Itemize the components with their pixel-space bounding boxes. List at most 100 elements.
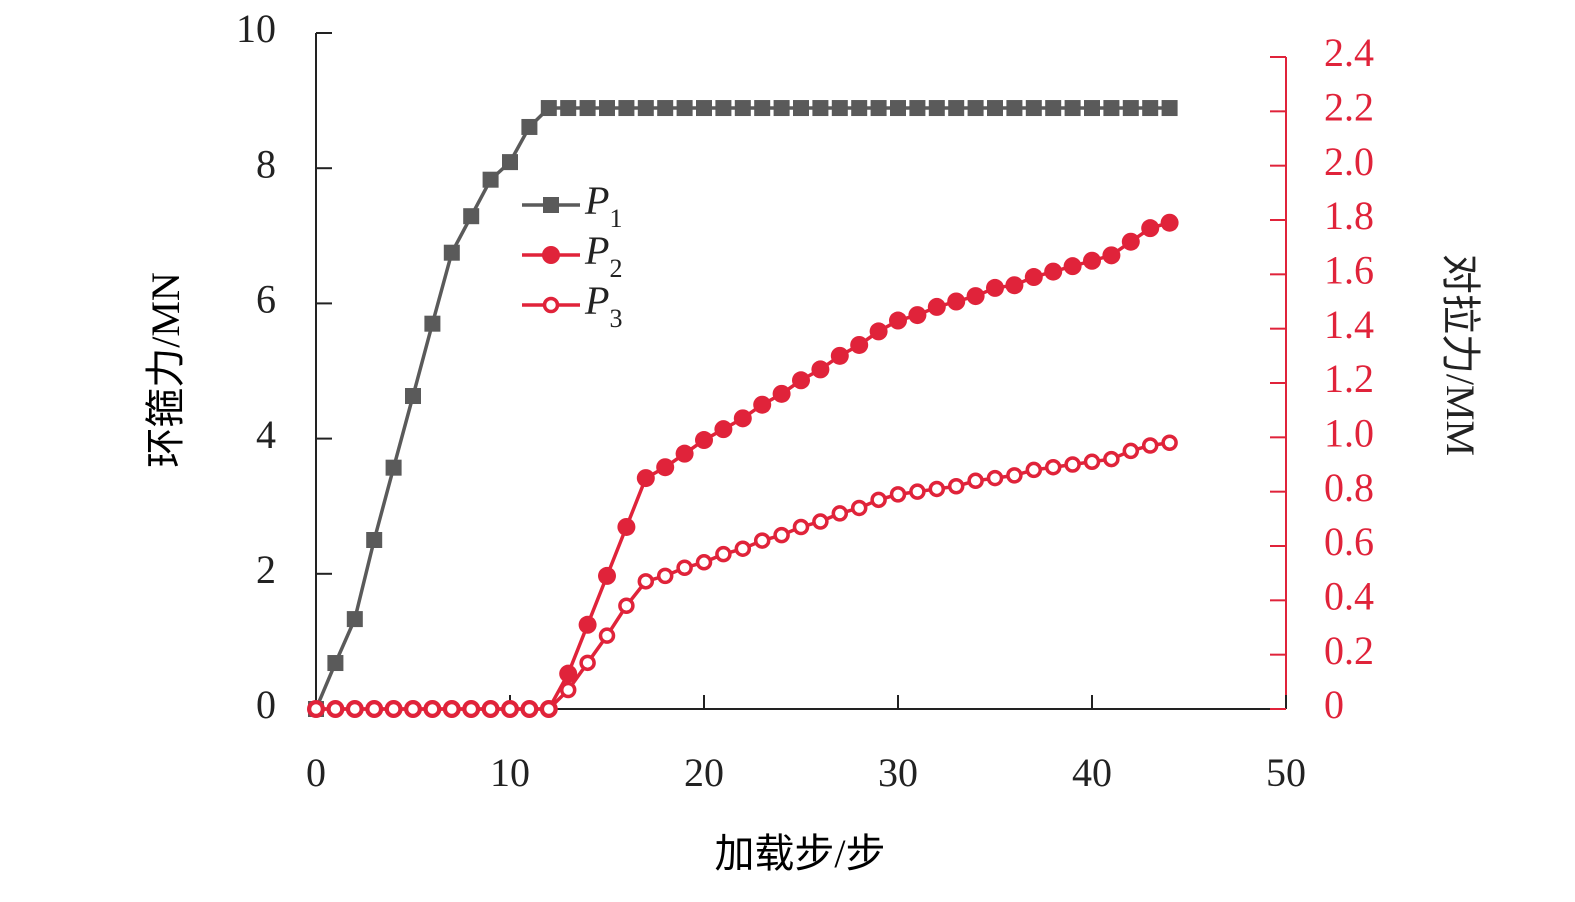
- marker: [792, 518, 810, 536]
- marker: [540, 700, 558, 718]
- legend-marker: [543, 197, 559, 213]
- marker: [890, 100, 906, 117]
- legend-label: P1: [584, 178, 622, 233]
- y2-tick-label: 0: [1324, 682, 1344, 727]
- marker: [482, 700, 499, 718]
- marker: [734, 540, 752, 557]
- marker: [656, 567, 674, 585]
- marker: [540, 100, 557, 117]
- marker: [405, 388, 421, 405]
- y2-tick-label: 0.4: [1324, 574, 1374, 619]
- legend-marker: [542, 296, 560, 314]
- y2-tick-label: 1.4: [1324, 302, 1374, 347]
- marker: [443, 700, 461, 718]
- legend-marker: [542, 246, 560, 264]
- y-tick-label: 0: [256, 682, 276, 727]
- marker: [327, 700, 344, 718]
- marker: [870, 491, 887, 509]
- marker: [966, 287, 985, 306]
- series-line: [316, 221, 1171, 711]
- marker: [502, 154, 518, 171]
- marker: [696, 100, 712, 117]
- marker: [812, 100, 829, 117]
- marker: [1006, 100, 1023, 117]
- marker: [948, 100, 965, 117]
- marker: [908, 306, 927, 325]
- marker: [1083, 251, 1101, 270]
- marker: [754, 100, 771, 117]
- marker: [733, 409, 752, 428]
- marker: [793, 100, 809, 117]
- y-tick-label: 4: [256, 412, 276, 457]
- marker: [579, 654, 596, 672]
- marker: [482, 171, 499, 188]
- marker: [928, 480, 946, 498]
- marker: [599, 100, 615, 117]
- marker: [734, 100, 751, 117]
- y-tick-label: 8: [256, 141, 276, 186]
- marker: [1160, 213, 1179, 232]
- marker: [947, 477, 965, 495]
- marker: [1141, 219, 1160, 238]
- marker: [909, 483, 926, 500]
- series-line: [314, 106, 1170, 710]
- marker: [598, 566, 616, 585]
- marker: [443, 244, 460, 261]
- marker: [1103, 450, 1120, 468]
- y-axis-label: 环箍力/MN: [143, 272, 188, 468]
- y-tick-label: 10: [236, 6, 276, 51]
- marker: [366, 532, 383, 548]
- marker: [424, 700, 441, 718]
- marker: [618, 100, 635, 117]
- marker: [521, 118, 538, 135]
- marker: [1044, 458, 1062, 476]
- marker: [637, 100, 654, 117]
- marker: [404, 700, 422, 718]
- marker: [850, 499, 868, 517]
- marker: [1045, 100, 1062, 117]
- y2-tick-label: 2.4: [1324, 30, 1374, 75]
- marker: [967, 100, 984, 117]
- legend-label: P2: [584, 228, 622, 283]
- marker: [1025, 461, 1043, 479]
- marker: [1024, 268, 1043, 287]
- marker: [579, 100, 596, 117]
- marker: [714, 420, 733, 439]
- marker: [1064, 456, 1081, 473]
- marker: [967, 472, 984, 490]
- marker: [385, 459, 402, 476]
- marker: [365, 700, 383, 718]
- marker: [1122, 100, 1139, 117]
- marker: [327, 655, 344, 672]
- x-tick-label: 10: [490, 750, 530, 795]
- marker: [598, 627, 616, 644]
- marker: [463, 208, 480, 225]
- marker: [1005, 276, 1024, 295]
- marker: [987, 100, 1003, 117]
- marker: [1142, 100, 1159, 117]
- marker: [578, 615, 597, 634]
- marker: [657, 100, 674, 117]
- marker: [889, 311, 907, 330]
- y2-tick-label: 2.0: [1324, 139, 1374, 184]
- y2-tick-label: 1.0: [1324, 411, 1374, 456]
- y2-tick-label: 0.2: [1324, 628, 1374, 673]
- marker: [1103, 100, 1120, 117]
- marker: [1083, 453, 1101, 471]
- y2-tick-label: 0.6: [1324, 519, 1374, 564]
- marker: [1044, 262, 1063, 281]
- marker: [636, 469, 655, 488]
- marker: [986, 469, 1004, 487]
- marker: [889, 486, 907, 503]
- y2-tick-label: 1.6: [1324, 248, 1374, 293]
- marker: [851, 100, 868, 117]
- y2-tick-label: 2.2: [1324, 85, 1374, 130]
- marker: [928, 100, 945, 117]
- y2-tick-label: 1.8: [1324, 193, 1374, 238]
- marker: [346, 611, 363, 628]
- marker: [424, 315, 441, 332]
- x-axis-label: 加载步/步: [714, 831, 885, 876]
- marker: [656, 458, 675, 477]
- marker: [772, 384, 791, 403]
- y-tick-label: 6: [256, 277, 276, 322]
